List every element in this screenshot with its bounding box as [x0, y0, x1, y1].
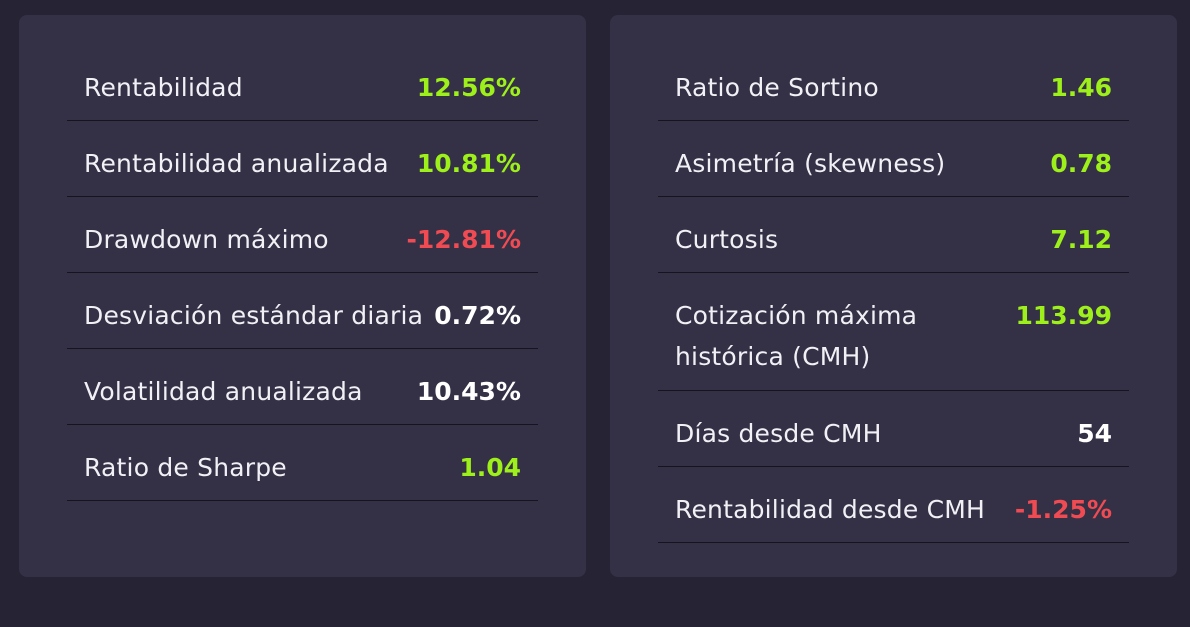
stat-label: Rentabilidad anualizada — [84, 149, 389, 178]
stat-value: 12.56% — [416, 73, 521, 102]
stats-panel-right: Ratio de Sortino 1.46 Asimetría (skewnes… — [610, 15, 1177, 577]
stat-value: -12.81% — [406, 225, 521, 254]
stat-value: 7.12 — [1050, 225, 1112, 254]
stat-row-dias-desde-cmh: Días desde CMH 54 — [658, 391, 1129, 467]
stat-label: Asimetría (skewness) — [675, 149, 946, 178]
stat-row-asimetria: Asimetría (skewness) 0.78 — [658, 121, 1129, 197]
stat-value: 0.78 — [1050, 149, 1112, 178]
stat-label: Rentabilidad desde CMH — [675, 495, 986, 524]
stat-label: Volatilidad anualizada — [84, 377, 363, 406]
stat-label: Ratio de Sharpe — [84, 453, 287, 482]
stat-row-rentabilidad-anualizada: Rentabilidad anualizada 10.81% — [67, 121, 538, 197]
stats-list-right: Ratio de Sortino 1.46 Asimetría (skewnes… — [658, 45, 1129, 543]
stat-label: Rentabilidad — [84, 73, 243, 102]
stat-value: 1.04 — [459, 453, 521, 482]
stat-row-ratio-sharpe: Ratio de Sharpe 1.04 — [67, 425, 538, 501]
stat-label: Drawdown máximo — [84, 225, 329, 254]
stat-label: Días desde CMH — [675, 419, 882, 448]
stat-row-ratio-sortino: Ratio de Sortino 1.46 — [658, 45, 1129, 121]
stat-value: 113.99 — [1015, 301, 1112, 330]
stat-label: Curtosis — [675, 225, 779, 254]
stat-value: 0.72% — [434, 301, 521, 330]
stat-row-volatilidad-anualizada: Volatilidad anualizada 10.43% — [67, 349, 538, 425]
stat-row-rentabilidad-desde-cmh: Rentabilidad desde CMH -1.25% — [658, 467, 1129, 543]
stat-row-rentabilidad: Rentabilidad 12.56% — [67, 45, 538, 121]
stat-value: -1.25% — [1014, 495, 1112, 524]
stat-row-drawdown-maximo: Drawdown máximo -12.81% — [67, 197, 538, 273]
stat-row-curtosis: Curtosis 7.12 — [658, 197, 1129, 273]
stat-label: Ratio de Sortino — [675, 73, 879, 102]
stats-list-left: Rentabilidad 12.56% Rentabilidad anualiz… — [67, 45, 538, 501]
stat-row-desviacion-estandar-diaria: Desviación estándar diaria 0.72% — [67, 273, 538, 349]
stat-value: 10.81% — [416, 149, 521, 178]
stats-panel-left: Rentabilidad 12.56% Rentabilidad anualiz… — [19, 15, 586, 577]
stat-label: Desviación estándar diaria — [84, 301, 424, 330]
stat-value: 10.43% — [416, 377, 521, 406]
stat-row-cotizacion-maxima: Cotización máxima histórica (CMH) 113.99 — [658, 273, 1129, 391]
stat-value: 54 — [1077, 419, 1112, 448]
stat-label: Cotización máxima histórica (CMH) — [675, 301, 918, 371]
stat-value: 1.46 — [1050, 73, 1112, 102]
